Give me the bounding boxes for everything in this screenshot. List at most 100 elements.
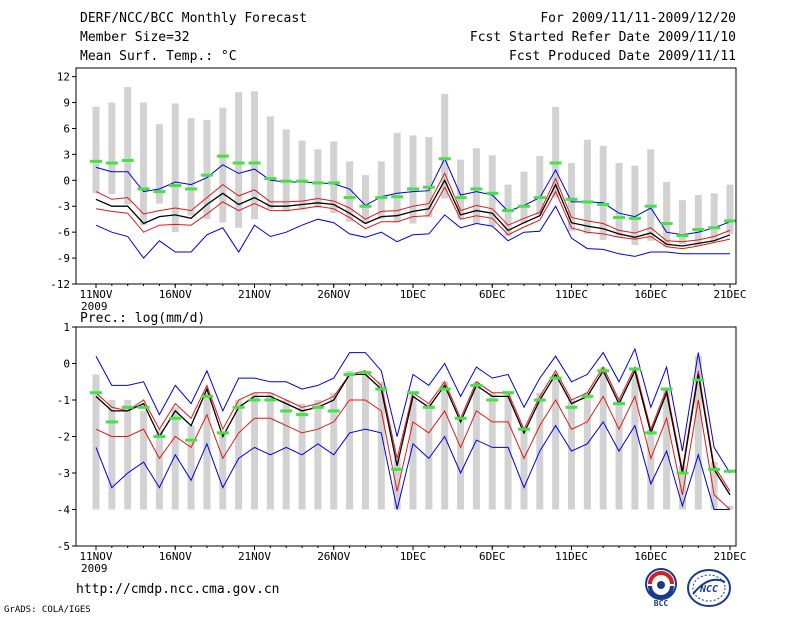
prec-clim-marker bbox=[232, 405, 245, 409]
temp-range-bar bbox=[314, 149, 322, 208]
temp-lower-envelope-line bbox=[95, 205, 730, 259]
temp-y-tick-label: -3 bbox=[57, 200, 70, 213]
prec-y-tick-label: -3 bbox=[57, 467, 70, 480]
temp-clim-marker bbox=[90, 159, 102, 163]
prec-range-bar bbox=[409, 392, 417, 510]
prec-x-tick-label: 11DEC bbox=[555, 550, 588, 563]
temp-range-bar bbox=[568, 163, 575, 232]
temp-clim-marker bbox=[692, 228, 705, 232]
prec-clim-marker bbox=[628, 367, 641, 371]
temp-clim-marker bbox=[169, 184, 182, 188]
prec-clim-marker bbox=[486, 398, 499, 402]
temp-range-bar bbox=[361, 175, 369, 224]
prec-y-tick-label: 1 bbox=[63, 321, 70, 334]
bcc-logo-text: BCC bbox=[654, 599, 669, 607]
prec-range-bar bbox=[678, 465, 686, 510]
temp-x-tick-label: 6DEC bbox=[479, 288, 506, 301]
prec-clim-marker bbox=[597, 369, 610, 373]
temp-clim-marker bbox=[517, 204, 530, 208]
temp-clim-marker bbox=[581, 200, 594, 204]
temp-range-bar bbox=[140, 102, 148, 226]
temp-clim-marker bbox=[311, 181, 324, 185]
temp-x-tick-label: 21DEC bbox=[713, 288, 746, 301]
temp-y-tick-label: -12 bbox=[50, 278, 70, 291]
temp-clim-marker bbox=[613, 215, 626, 219]
temp-clim-marker bbox=[200, 173, 213, 177]
prec-spread-lower-line bbox=[95, 394, 731, 510]
temp-clim-marker bbox=[708, 226, 721, 230]
prec-y-tick-label: 0 bbox=[63, 358, 70, 371]
prec-range-bar bbox=[694, 356, 702, 510]
prec-range-bar bbox=[377, 381, 385, 510]
prec-range-bar bbox=[393, 458, 401, 510]
prec-x-tick-label: 26NOV bbox=[317, 550, 350, 563]
prec-range-bar bbox=[282, 400, 290, 510]
temp-clim-marker bbox=[121, 158, 134, 162]
prec-upper-envelope-line bbox=[95, 347, 731, 474]
prec-clim-marker bbox=[375, 387, 388, 391]
temp-range-bar bbox=[92, 106, 100, 194]
prec-clim-marker bbox=[153, 435, 166, 438]
prec-clim-marker bbox=[549, 376, 562, 380]
temp-x-tick-label: 21NOV bbox=[238, 288, 271, 301]
temp-range-bar bbox=[441, 93, 449, 199]
temp-range-bar bbox=[251, 91, 258, 220]
temp-range-bar bbox=[552, 106, 560, 198]
prec-range-bar bbox=[108, 400, 116, 510]
temp-clim-marker bbox=[375, 196, 388, 200]
temp-range-bar bbox=[203, 119, 211, 220]
prec-clim-marker bbox=[169, 416, 182, 420]
temp-range-bar bbox=[631, 165, 639, 246]
prec-x-tick-label: 21NOV bbox=[238, 550, 271, 563]
source-url: http://cmdp.ncc.cma.gov.cn bbox=[76, 582, 280, 597]
temp-clim-marker bbox=[232, 161, 245, 165]
temp-range-bar bbox=[599, 145, 607, 240]
prec-range-bar bbox=[219, 432, 227, 510]
prec-clim-marker bbox=[359, 371, 372, 375]
temp-clim-marker bbox=[327, 181, 340, 185]
prec-clim-marker bbox=[676, 471, 689, 475]
temp-range-bar bbox=[346, 161, 354, 222]
temp-plot-frame bbox=[75, 67, 737, 285]
prec-y-tick-label: -1 bbox=[57, 394, 70, 407]
temp-clim-marker bbox=[454, 196, 467, 200]
prec-clim-marker bbox=[343, 372, 356, 376]
prec-clim-marker bbox=[200, 394, 213, 398]
prec-clim-marker bbox=[644, 431, 657, 435]
prec-range-bar bbox=[92, 374, 100, 510]
temp-clim-marker bbox=[137, 187, 150, 191]
prec-clim-marker bbox=[470, 383, 483, 387]
prec-range-bar bbox=[330, 392, 338, 510]
temp-clim-marker bbox=[280, 179, 293, 183]
temp-range-bar bbox=[536, 156, 544, 215]
temp-clim-marker bbox=[724, 219, 736, 223]
prec-range-bar bbox=[251, 392, 258, 510]
prec-clim-marker bbox=[708, 467, 721, 471]
prec-range-bar bbox=[266, 392, 274, 510]
temp-clim-marker bbox=[533, 196, 546, 200]
prec-range-bar bbox=[314, 400, 322, 510]
temp-upper-envelope-line bbox=[95, 157, 731, 236]
prec-clim-marker bbox=[121, 405, 134, 409]
prec-clim-marker bbox=[565, 405, 578, 409]
prec-x-tick-label: 21DEC bbox=[713, 550, 746, 563]
prec-range-bar bbox=[441, 381, 449, 510]
temp-range-bar bbox=[155, 124, 163, 204]
chart-title: DERF/NCC/BCC Monthly Forecast bbox=[80, 11, 307, 26]
temp-range-bar bbox=[393, 132, 401, 223]
temp-y-tick-label: 3 bbox=[63, 148, 70, 161]
temp-range-bar bbox=[124, 87, 132, 205]
prec-clim-marker bbox=[581, 394, 594, 398]
temp-y-tick-label: 0 bbox=[63, 174, 70, 187]
prec-clim-marker bbox=[517, 427, 530, 431]
prec-range-bar bbox=[124, 400, 132, 510]
temp-clim-marker bbox=[407, 187, 419, 191]
temp-x-tick-year: 2009 bbox=[81, 300, 108, 310]
prec-x-tick-year: 2009 bbox=[81, 562, 108, 575]
prec-clim-marker bbox=[391, 467, 404, 471]
prec-clim-marker bbox=[660, 387, 673, 391]
prec-clim-marker bbox=[311, 405, 324, 409]
prec-clim-marker bbox=[327, 409, 340, 413]
